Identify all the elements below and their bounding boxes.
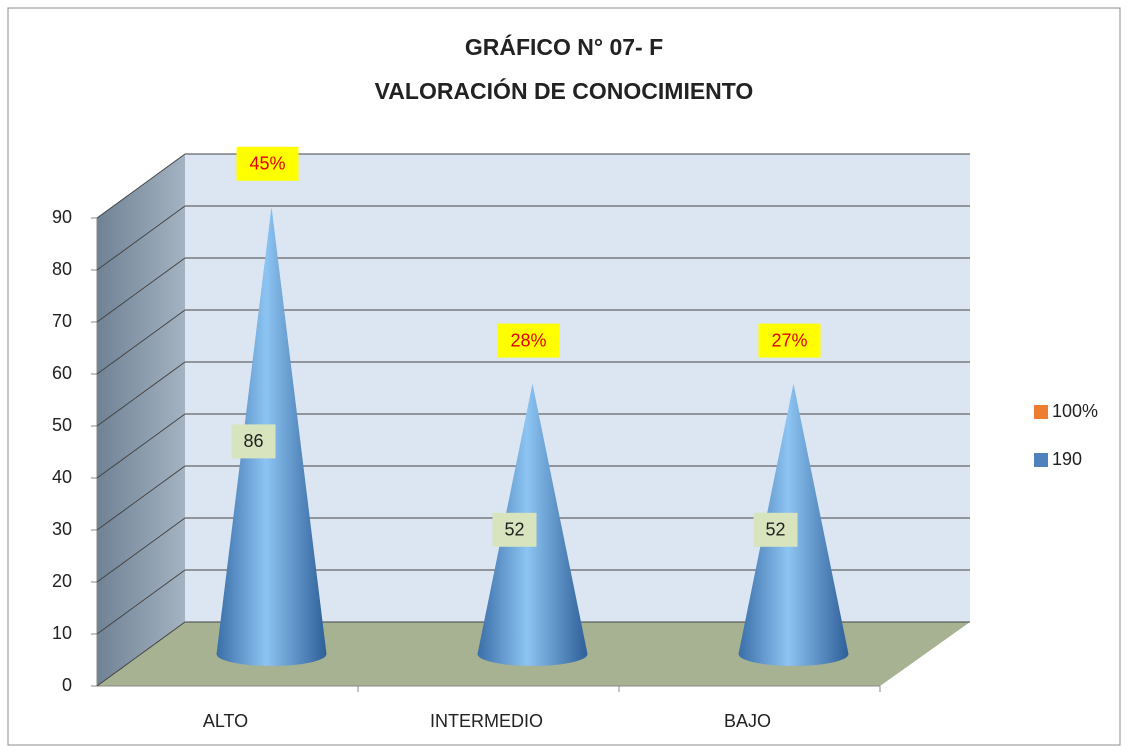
y-tick-label: 20	[52, 571, 72, 591]
y-tick-label: 70	[52, 311, 72, 331]
legend-label: 100%	[1052, 401, 1098, 421]
grid-line	[96, 517, 186, 583]
value-label: 28%	[510, 330, 546, 350]
legend-swatch	[1034, 453, 1048, 467]
grid-line	[96, 153, 186, 219]
chart-title: GRÁFICO N° 07- F	[465, 33, 663, 60]
value-label: 45%	[249, 154, 285, 174]
y-tick-label: 30	[52, 519, 72, 539]
legend-label: 190	[1052, 449, 1082, 469]
grid-line	[96, 621, 186, 687]
y-tick-label: 0	[62, 675, 72, 695]
value-label: 27%	[771, 330, 807, 350]
value-label: 52	[504, 520, 524, 540]
y-tick-label: 90	[52, 207, 72, 227]
value-label: 52	[765, 520, 785, 540]
y-tick-label: 80	[52, 259, 72, 279]
value-label-box	[236, 146, 299, 181]
value-label-box	[497, 323, 560, 358]
grid-line	[96, 205, 186, 271]
grid-line	[96, 413, 186, 479]
y-tick-label: 40	[52, 467, 72, 487]
x-tick-label: ALTO	[203, 711, 248, 731]
y-tick-label: 60	[52, 363, 72, 383]
chart-subtitle: VALORACIÓN DE CONOCIMIENTO	[375, 77, 754, 104]
side-wall	[97, 154, 185, 686]
grid-line	[96, 465, 186, 531]
grid-line	[96, 361, 186, 427]
value-label-box	[753, 512, 798, 547]
x-tick-label: BAJO	[724, 711, 771, 731]
value-label-box	[231, 424, 276, 459]
x-tick-label: INTERMEDIO	[430, 711, 543, 731]
grid-line	[96, 257, 186, 323]
grid-line	[96, 569, 186, 635]
grid-line	[96, 309, 186, 375]
legend-swatch	[1034, 405, 1048, 419]
y-tick-label: 10	[52, 623, 72, 643]
value-label-box	[492, 512, 537, 547]
value-label: 86	[243, 431, 263, 451]
y-tick-label: 50	[52, 415, 72, 435]
value-label-box	[758, 323, 821, 358]
